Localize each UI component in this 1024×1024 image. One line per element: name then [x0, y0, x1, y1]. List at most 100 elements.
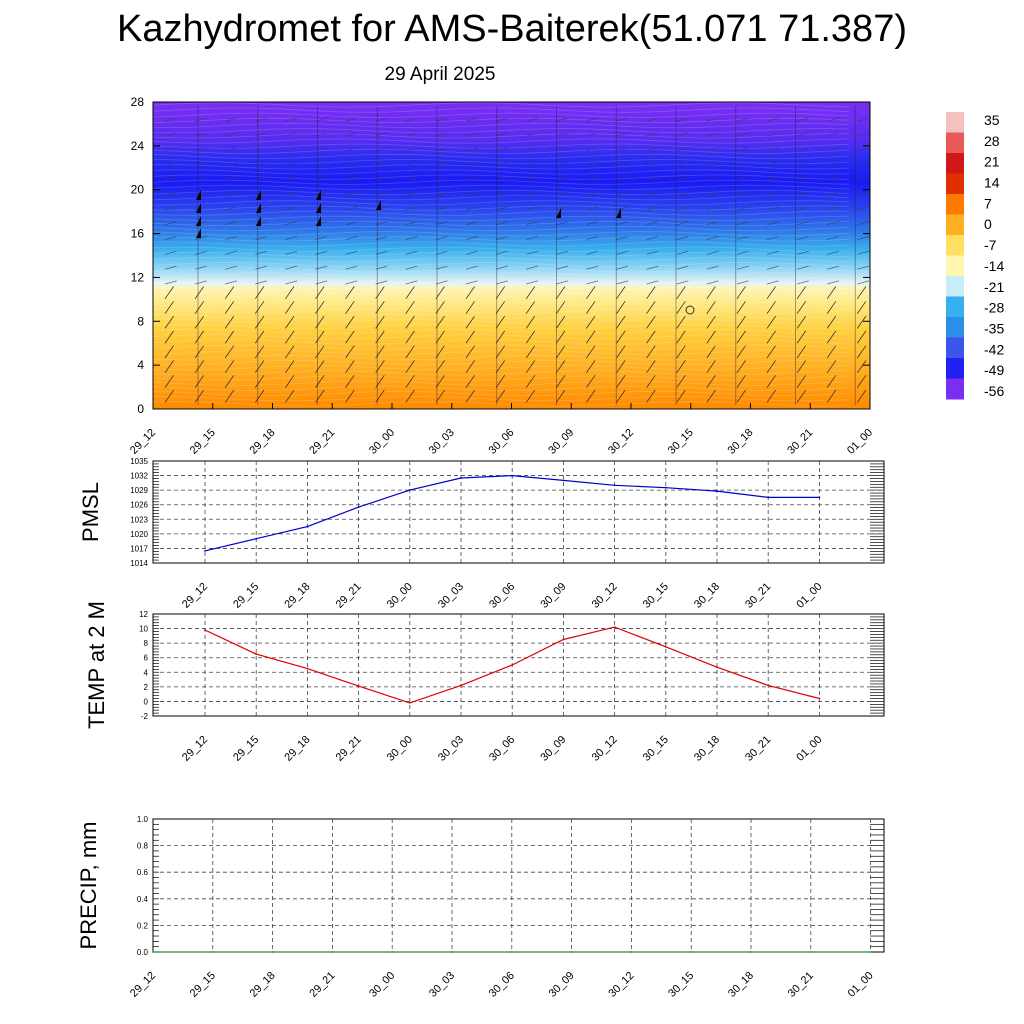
colorbar-swatch — [946, 255, 964, 277]
wind-barb — [405, 360, 415, 374]
y-tick-label-6: 24 — [131, 139, 145, 153]
wind-barb — [375, 147, 388, 152]
wind-barb — [495, 389, 506, 403]
wind-barb — [405, 389, 415, 403]
y-tick-label-0: 0.0 — [137, 948, 149, 957]
wind-barb — [164, 176, 177, 181]
wind-barb — [796, 301, 807, 314]
wind-barb — [315, 250, 328, 255]
data-point — [204, 550, 206, 552]
wind-barb — [164, 360, 174, 374]
wind-barb — [345, 147, 358, 152]
wind-barb — [586, 345, 596, 359]
wind-barb — [766, 389, 776, 403]
x-tick-label-1: 29_15 — [231, 734, 261, 764]
data-point — [630, 951, 633, 953]
wind-barb — [736, 250, 749, 255]
colorbar-swatch — [946, 276, 964, 297]
y-tick-label-7: 1035 — [130, 457, 148, 466]
wind-barb — [857, 236, 870, 240]
wind-barb — [856, 330, 867, 344]
wind-barb — [555, 389, 566, 403]
wind-barb — [586, 250, 599, 255]
wind-barb — [465, 389, 475, 403]
wind-barb — [315, 360, 325, 374]
colorbar-label-9: -28 — [984, 300, 1004, 316]
wind-barb — [796, 176, 809, 181]
wind-barb — [194, 301, 205, 314]
wind-barb — [525, 315, 536, 329]
data-point — [211, 951, 214, 953]
wind-barb — [194, 280, 207, 285]
wind-barb — [285, 360, 295, 374]
x-tick-label-2: 29_18 — [282, 581, 312, 611]
wind-barb — [616, 315, 626, 329]
wind-barb — [375, 375, 385, 388]
x-tick-label-6: 30_06 — [487, 970, 517, 1000]
wind-barb — [254, 345, 265, 359]
wind-barb — [435, 250, 448, 255]
contour-line — [152, 138, 850, 144]
wind-barb — [285, 280, 298, 285]
wind-barb — [706, 330, 716, 344]
wind-barb — [164, 132, 177, 137]
wind-barb — [857, 147, 870, 152]
x-tick-label-10: 30_18 — [726, 970, 756, 1000]
wind-barb — [465, 315, 475, 329]
contour-line — [152, 205, 850, 211]
y-tick-label-3: 12 — [131, 270, 145, 284]
wind-barb — [646, 389, 656, 403]
wind-barb — [616, 360, 626, 374]
wind-barb — [465, 147, 478, 152]
wind-barb — [345, 280, 358, 285]
x-tick-label-10: 30_18 — [692, 581, 722, 611]
colorbar-swatch — [946, 317, 964, 338]
wind-barb — [856, 345, 867, 359]
wind-barb — [586, 360, 596, 374]
x-tick-label-12: 01_00 — [794, 734, 824, 764]
wind-barb — [254, 389, 265, 403]
y-tick-label-0: -2 — [141, 712, 149, 721]
wind-barb — [796, 360, 807, 374]
wind-barb — [225, 162, 237, 166]
wind-barb — [856, 286, 867, 300]
wind-barb — [405, 162, 418, 166]
wind-barb — [164, 221, 177, 226]
wind-barb — [526, 132, 538, 137]
data-point — [357, 506, 360, 508]
y-tick-label-3: 1023 — [130, 515, 148, 524]
wind-barb — [676, 286, 686, 300]
wind-barb — [796, 236, 809, 240]
wind-barb — [255, 206, 268, 211]
wind-barb — [194, 330, 205, 344]
wind-barb — [766, 117, 779, 122]
wind-barb — [766, 236, 779, 240]
data-point — [869, 951, 872, 953]
wind-barb — [586, 206, 599, 211]
wind-barb — [646, 147, 659, 152]
wind-barb — [375, 280, 388, 285]
wind-barb — [375, 221, 388, 226]
wind-barb — [796, 221, 809, 226]
wind-barb — [676, 375, 686, 388]
wind-barb — [345, 162, 358, 166]
contour-line — [152, 256, 850, 263]
wind-barb — [646, 176, 659, 181]
wind-barb — [766, 345, 776, 359]
wind-barb — [255, 176, 268, 181]
wind-barb — [857, 117, 870, 122]
x-tick-label-4: 30_00 — [367, 427, 397, 457]
wind-barb — [435, 191, 448, 196]
wind-barb — [857, 265, 870, 270]
wind-barb — [856, 315, 867, 329]
wind-barb — [646, 117, 659, 122]
wind-barb — [194, 286, 205, 300]
wind-barb — [856, 360, 867, 374]
colorbar-swatch — [946, 235, 964, 256]
wind-barb — [465, 221, 478, 226]
wind-barb — [225, 117, 237, 122]
wind-barb — [525, 360, 536, 374]
colorbar-label-0: 35 — [984, 112, 1000, 128]
data-point — [570, 951, 573, 953]
data-point — [690, 951, 693, 953]
